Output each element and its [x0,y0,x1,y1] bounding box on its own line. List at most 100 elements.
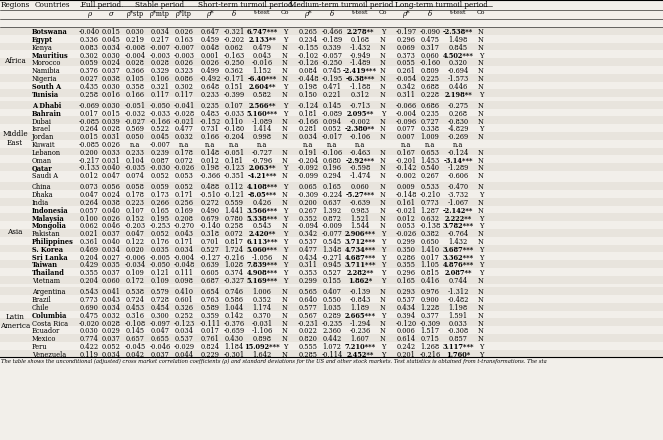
Text: -0.106: -0.106 [349,133,371,141]
Bar [0,253,663,260]
Text: -0.231: -0.231 [298,319,319,327]
Text: N: N [380,288,386,296]
Text: 2.906***: 2.906*** [345,230,375,238]
Text: 2.566**: 2.566** [248,102,276,110]
Text: -1.056: -1.056 [251,253,272,262]
Text: -0.216: -0.216 [223,253,245,262]
Text: 0.110: 0.110 [225,117,243,125]
Text: 0.119: 0.119 [80,351,99,359]
Text: 0.142: 0.142 [225,312,243,320]
Text: 0.039: 0.039 [101,117,121,125]
Text: 0.046: 0.046 [101,222,121,231]
Text: -0.308: -0.308 [448,327,469,335]
Text: 1.228: 1.228 [420,304,440,312]
Text: 0.098: 0.098 [174,277,194,285]
Text: 0.037: 0.037 [101,230,121,238]
Text: 0.359: 0.359 [200,312,219,320]
Text: 0.338: 0.338 [420,125,440,133]
Text: -1.312: -1.312 [448,288,469,296]
Text: 0.350: 0.350 [396,246,416,254]
Text: 4.687***: 4.687*** [344,253,376,262]
Text: -0.180: -0.180 [223,125,245,133]
Text: -0.046: -0.046 [149,343,170,351]
Text: -2.419***: -2.419*** [343,67,377,75]
Text: -0.659: -0.659 [223,327,245,335]
Text: Ecuador: Ecuador [32,327,60,335]
Text: -0.108: -0.108 [125,319,146,327]
Text: 0.037: 0.037 [151,351,169,359]
Bar [0,171,663,179]
Text: 0.028: 0.028 [101,319,121,327]
Text: 0.026: 0.026 [174,59,194,67]
Text: N: N [282,296,288,304]
Text: -0.090: -0.090 [420,28,440,36]
Bar [0,89,663,97]
Text: N: N [478,183,484,191]
Text: -0.004: -0.004 [174,253,194,262]
Text: -0.253: -0.253 [149,222,170,231]
Text: 0.285: 0.285 [298,351,318,359]
Text: 0.034: 0.034 [151,28,170,36]
Text: 0.109: 0.109 [125,269,145,277]
Text: 0.545: 0.545 [322,238,341,246]
Bar [0,318,663,326]
Text: 0.053: 0.053 [174,172,194,180]
Text: 0.727: 0.727 [420,117,440,125]
Text: -0.204: -0.204 [223,133,245,141]
Text: India: India [32,199,49,207]
Text: 0.654: 0.654 [200,288,219,296]
Text: 0.173: 0.173 [151,191,170,199]
Text: N: N [478,59,484,67]
Text: Morocco: Morocco [32,59,62,67]
Text: -0.007: -0.007 [150,141,170,149]
Text: 0.171: 0.171 [174,238,194,246]
Text: Y: Y [283,277,287,285]
Text: 0.195: 0.195 [151,215,170,223]
Text: 0.198: 0.198 [298,83,318,91]
Text: Taiwan: Taiwan [32,261,58,269]
Text: 0.296: 0.296 [396,36,416,44]
Text: 0.352: 0.352 [253,296,272,304]
Text: 0.477: 0.477 [298,246,318,254]
Text: 2.095**: 2.095** [346,110,374,118]
Text: -0.030: -0.030 [149,164,170,172]
Text: 0.647: 0.647 [200,28,219,36]
Text: n.a: n.a [257,141,267,149]
Text: 0.773: 0.773 [80,296,98,304]
Text: 0.028: 0.028 [125,59,145,67]
Text: 0.355: 0.355 [80,269,99,277]
Text: Bahrain: Bahrain [32,110,62,118]
Text: Full period: Full period [81,0,121,8]
Text: -0.020: -0.020 [78,319,99,327]
Text: Egypt: Egypt [32,36,53,44]
Text: Latin
America: Latin America [0,312,30,330]
Text: n.a: n.a [401,141,411,149]
Text: 0.208: 0.208 [174,215,194,223]
Text: -0.166: -0.166 [149,117,170,125]
Bar [0,124,663,132]
Text: 0.537: 0.537 [396,296,416,304]
Text: 0.052: 0.052 [323,125,341,133]
Text: 1.028: 1.028 [225,261,243,269]
Text: t-test: t-test [352,10,368,15]
Text: 0.281: 0.281 [298,125,318,133]
Text: 0.043: 0.043 [101,296,121,304]
Text: 0.321: 0.321 [151,83,170,91]
Text: N: N [478,67,484,75]
Text: 0.021: 0.021 [80,230,98,238]
Text: 0.047: 0.047 [125,230,145,238]
Text: 1.035: 1.035 [322,304,341,312]
Text: 0.323: 0.323 [174,67,194,75]
Text: -0.027: -0.027 [125,117,145,125]
Bar [0,198,663,205]
Text: 0.178: 0.178 [125,191,145,199]
Text: 0.352: 0.352 [298,215,318,223]
Text: 1.544: 1.544 [350,222,370,231]
Text: Saudi A: Saudi A [32,172,58,180]
Text: -1.474: -1.474 [349,172,371,180]
Bar [0,109,663,116]
Text: -0.034: -0.034 [125,261,146,269]
Text: Y: Y [479,215,483,223]
Text: -0.598: -0.598 [349,164,371,172]
Text: Y: Y [479,261,483,269]
